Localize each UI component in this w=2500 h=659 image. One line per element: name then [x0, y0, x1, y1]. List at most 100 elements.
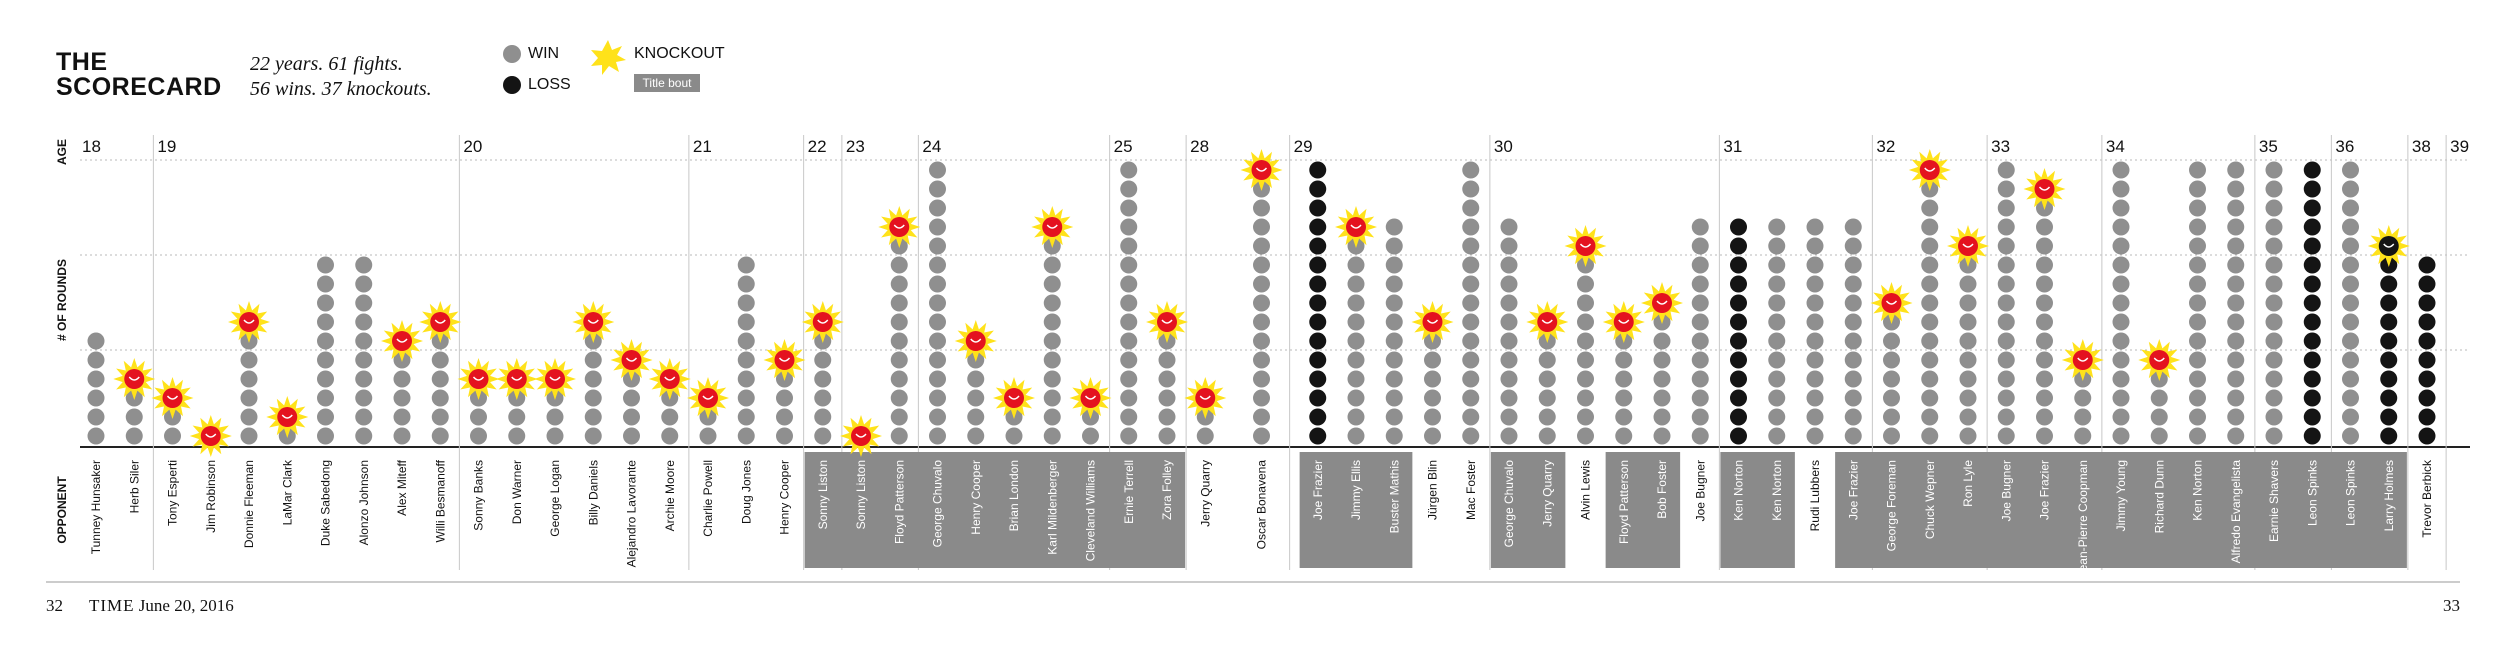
round-dot	[1424, 370, 1441, 388]
round-dot	[967, 427, 985, 445]
round-dot	[1500, 313, 1518, 331]
round-dot	[1959, 389, 1977, 407]
round-dot	[1691, 351, 1709, 369]
glove-detail	[1046, 224, 1058, 229]
round-dot	[1691, 218, 1709, 236]
round-dot	[1538, 389, 1556, 407]
round-dot	[1921, 408, 1939, 426]
round-dot	[967, 370, 985, 388]
knockout-glove-icon	[2149, 350, 2170, 370]
round-dot	[814, 427, 832, 445]
round-dot	[1120, 180, 1138, 198]
round-dot	[1196, 427, 1214, 445]
opponent-label: Jean-Pierre Coopman	[2076, 460, 2090, 577]
round-dot	[1462, 218, 1480, 236]
round-dot	[890, 256, 908, 274]
round-dot	[87, 370, 105, 388]
round-dot	[2303, 237, 2321, 255]
round-dot	[317, 408, 334, 426]
round-dot	[2265, 351, 2283, 369]
round-dot	[1997, 237, 2015, 255]
opponent-label: Sonny Liston	[854, 460, 868, 529]
round-dot	[2227, 199, 2245, 217]
round-dot	[1730, 275, 1747, 293]
round-dot	[890, 408, 908, 426]
round-dot	[929, 389, 946, 407]
round-dot	[1500, 256, 1518, 274]
opponent-label: Brian London	[1007, 460, 1021, 531]
round-dot	[2036, 256, 2053, 274]
glove-detail	[434, 319, 446, 324]
round-dot	[546, 427, 564, 445]
round-dot	[1043, 256, 1061, 274]
round-dot	[87, 389, 105, 407]
round-dot	[1921, 275, 1939, 293]
round-dot	[1615, 370, 1633, 388]
round-dot	[1691, 332, 1709, 350]
round-dot	[393, 408, 411, 426]
knockout-glove-icon	[698, 388, 718, 408]
round-dot	[317, 389, 334, 407]
round-dot	[1309, 180, 1327, 198]
round-dot	[1806, 427, 1824, 445]
round-dot	[87, 408, 105, 426]
round-dot	[2342, 180, 2359, 198]
opponent-label: Leon Spinks	[2305, 460, 2319, 526]
round-dot	[2418, 294, 2436, 312]
round-dot	[1385, 256, 1403, 274]
round-dot	[2380, 408, 2398, 426]
opponent-label: Alejandro Lavorante	[625, 460, 639, 568]
round-dot	[1309, 161, 1327, 179]
opponent-label: Ken Norton	[1732, 460, 1746, 521]
round-dot	[1653, 389, 1671, 407]
round-dot	[1921, 427, 1939, 445]
round-dot	[2112, 313, 2130, 331]
round-dot	[2189, 370, 2206, 388]
round-dot	[355, 408, 373, 426]
round-dot	[317, 370, 334, 388]
opponent-label: Henry Cooper	[778, 460, 792, 535]
round-dot	[1997, 408, 2015, 426]
round-dot	[2265, 370, 2283, 388]
round-dot	[1385, 351, 1403, 369]
round-dot	[1730, 351, 1747, 369]
round-dot	[317, 275, 334, 293]
knockout-glove-icon	[1422, 312, 1443, 332]
round-dot	[2189, 180, 2206, 198]
age-label: 21	[693, 137, 712, 156]
round-dot	[2150, 408, 2168, 426]
round-dot	[2303, 294, 2321, 312]
round-dot	[1043, 427, 1061, 445]
round-dot	[1462, 161, 1480, 179]
round-dot	[1462, 199, 1480, 217]
round-dot	[1806, 237, 1824, 255]
opponent-label: Floyd Patterson	[1617, 460, 1631, 544]
round-dot	[1253, 427, 1270, 445]
round-dot	[699, 427, 717, 445]
round-dot	[1921, 294, 1939, 312]
round-dot	[1615, 408, 1633, 426]
round-dot	[1120, 427, 1138, 445]
round-dot	[2112, 332, 2130, 350]
round-dot	[929, 332, 946, 350]
glove-detail	[243, 319, 255, 324]
opponent-label: Tony Esperti	[166, 460, 180, 526]
round-dot	[1691, 256, 1709, 274]
round-dot	[776, 408, 793, 426]
opponent-label: George Chuvalo	[1502, 460, 1516, 548]
knockout-glove-icon	[506, 369, 527, 389]
round-dot	[1347, 370, 1365, 388]
round-dot	[1347, 427, 1365, 445]
round-dot	[1385, 237, 1403, 255]
round-dot	[2189, 389, 2206, 407]
round-dot	[1462, 237, 1480, 255]
round-dot	[2150, 427, 2168, 445]
round-dot	[1997, 256, 2015, 274]
age-label: 22	[808, 137, 827, 156]
round-dot	[2342, 237, 2359, 255]
round-dot	[2342, 218, 2359, 236]
round-dot	[890, 332, 908, 350]
round-dot	[2418, 275, 2436, 293]
round-dot	[2265, 275, 2283, 293]
round-dot	[1500, 237, 1518, 255]
